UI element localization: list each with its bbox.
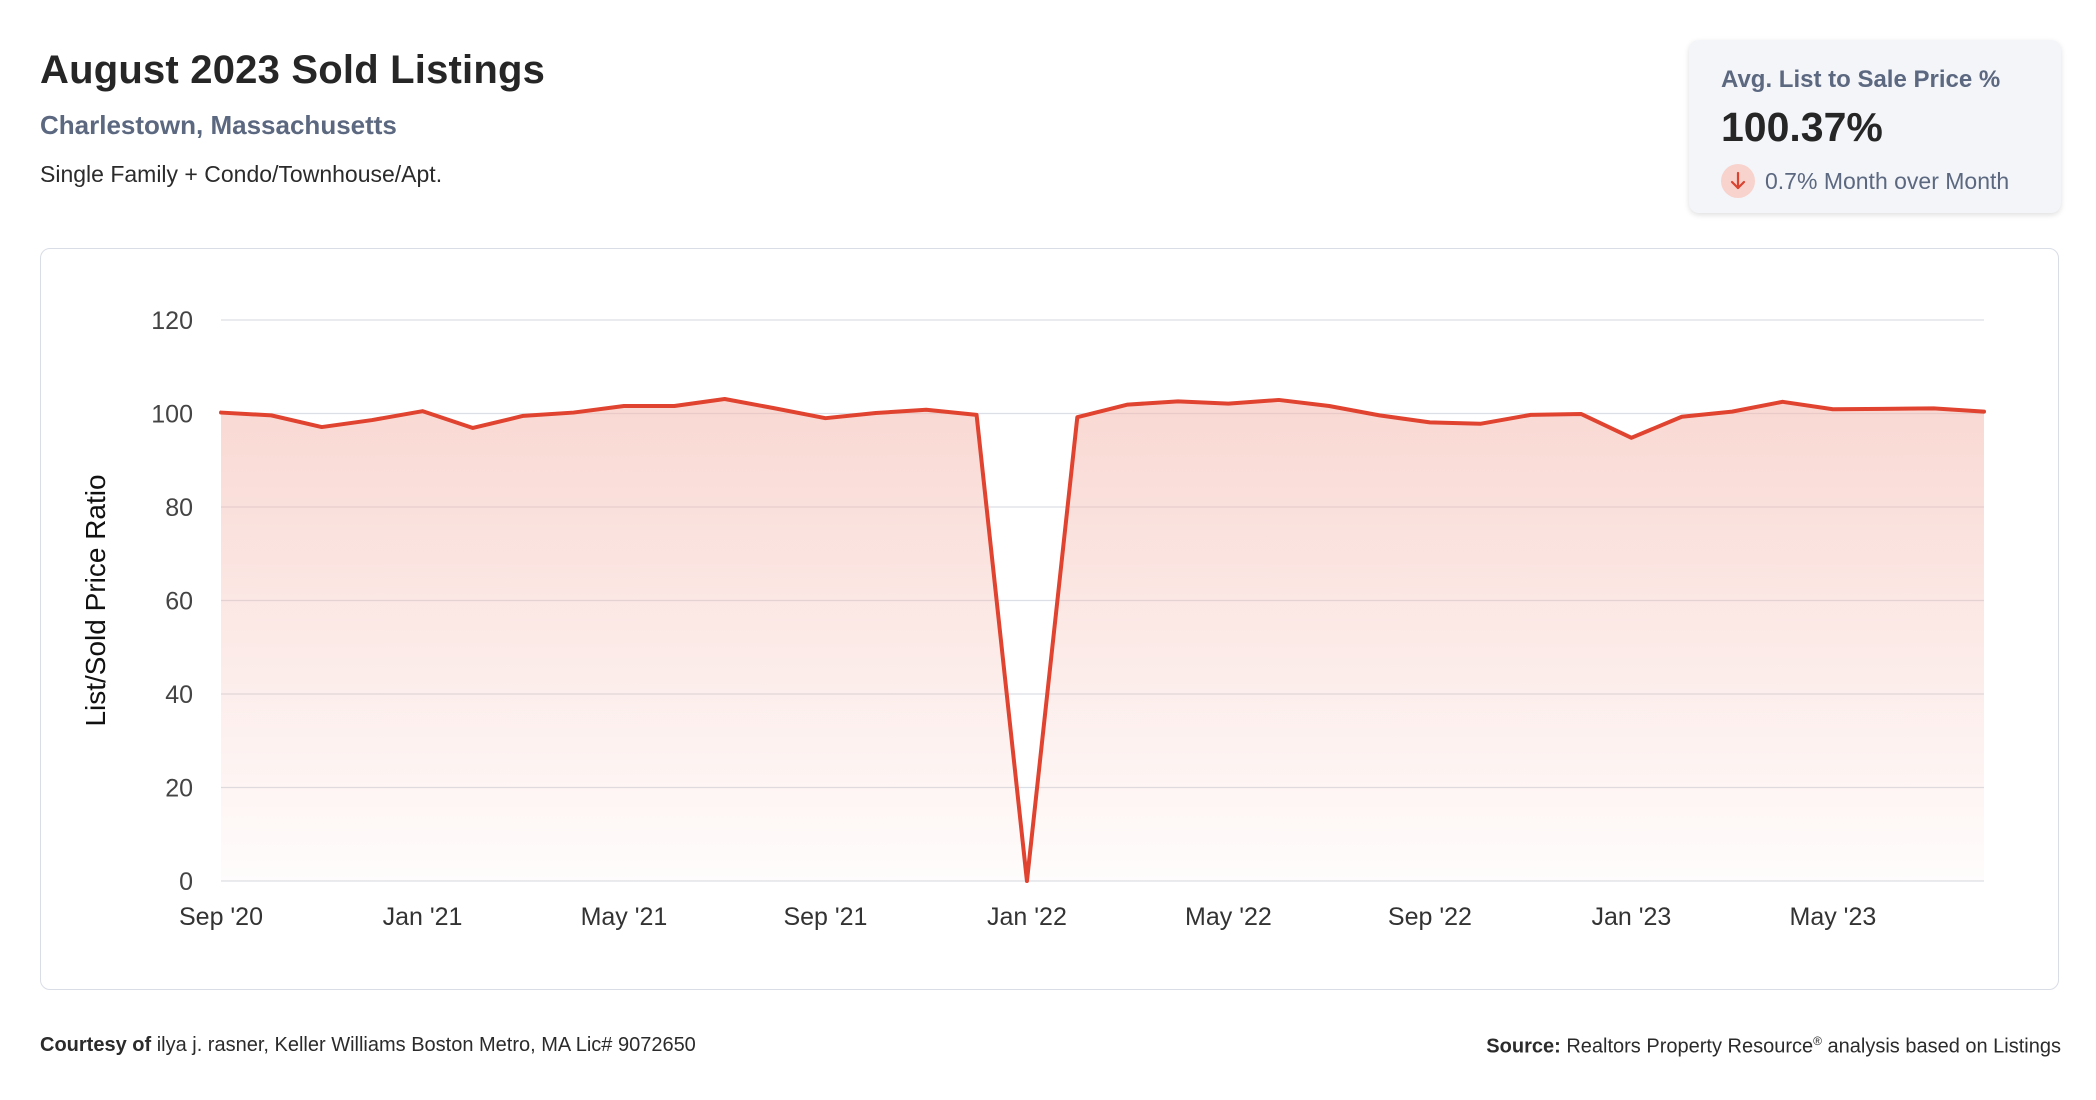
data-point (1933, 407, 1935, 409)
source-footer: Source: Realtors Property Resource® anal… (1486, 1034, 2061, 1059)
chart-panel: 0 20 40 60 80 100 120 Sep '20 Jan '21 May '21 Sep … (40, 248, 2059, 990)
x-tick-label: Jan '23 (1591, 903, 1671, 931)
y-tick-label: 60 (165, 588, 193, 616)
stat-change-text: 0.7% Month over Month (1765, 167, 2010, 194)
data-point (875, 412, 877, 414)
y-tick-label: 20 (165, 775, 193, 803)
x-tick-label: Jan '22 (987, 903, 1067, 931)
courtesy-footer: Courtesy of ilya j. rasner, Keller Willi… (40, 1034, 696, 1057)
property-type-description: Single Family + Condo/Townhouse/Apt. (40, 161, 443, 187)
data-point (270, 414, 272, 416)
x-tick-label: May '22 (1185, 903, 1272, 931)
data-point (1681, 416, 1683, 418)
x-tick-label: Jan '21 (383, 903, 463, 931)
source-suffix: analysis based on Listings (1827, 1035, 2061, 1058)
x-tick-label: Sep '22 (1388, 903, 1472, 931)
data-point (1076, 416, 1078, 418)
data-point (1731, 411, 1733, 413)
courtesy-label: Courtesy of (40, 1034, 152, 1056)
list-sold-ratio-chart: 0 20 40 60 80 100 120 Sep '20 Jan '21 May '21 Sep … (80, 307, 1986, 931)
data-point (1227, 403, 1229, 405)
y-tick-label: 100 (151, 401, 193, 429)
data-point (673, 405, 675, 407)
data-point (1630, 437, 1632, 439)
data-point (1530, 414, 1532, 416)
x-tick-label: Sep '20 (179, 903, 263, 931)
data-point (522, 415, 524, 417)
x-tick-label: Sep '21 (783, 903, 867, 931)
stat-value: 100.37% (1721, 104, 1883, 150)
data-point (1580, 413, 1582, 415)
series-area-0 (221, 399, 1984, 881)
y-tick-label: 0 (179, 868, 193, 896)
data-point (1127, 404, 1129, 406)
data-point (1479, 423, 1481, 425)
data-point (472, 427, 474, 429)
y-axis-title: List/Sold Price Ratio (80, 474, 111, 726)
data-point (1983, 411, 1985, 413)
data-point (220, 412, 222, 414)
series-line-0 (219, 397, 1986, 883)
location-subtitle: Charlestown, Massachusetts (40, 110, 397, 140)
data-point (1177, 400, 1179, 402)
page-title: August 2023 Sold Listings (40, 48, 546, 92)
data-point (1379, 414, 1381, 416)
data-point (724, 398, 726, 400)
y-tick-label: 120 (151, 307, 193, 335)
data-point (1882, 408, 1884, 410)
data-point (1328, 405, 1330, 407)
data-point (1429, 421, 1431, 423)
courtesy-text: ilya j. rasner, Keller Williams Boston M… (156, 1034, 696, 1056)
source-label: Source: (1486, 1035, 1561, 1058)
data-point (623, 405, 625, 407)
data-point (321, 426, 323, 428)
registered-mark: ® (1813, 1034, 1822, 1048)
stat-change: 0.7% Month over Month (1721, 164, 2009, 198)
data-point (1782, 401, 1784, 403)
data-point (824, 417, 826, 419)
arrow-down-icon (1721, 164, 1755, 198)
y-tick-label: 80 (165, 494, 193, 522)
data-point (1278, 399, 1280, 401)
data-point (1026, 880, 1028, 882)
y-tick-label: 40 (165, 681, 193, 709)
data-point (573, 412, 575, 414)
x-tick-label: May '23 (1790, 903, 1877, 931)
stat-label: Avg. List to Sale Price % (1721, 66, 2001, 93)
data-point (774, 407, 776, 409)
avg-list-to-sale-card: Avg. List to Sale Price % 100.37% 0.7% M… (1689, 40, 2061, 213)
data-point (421, 410, 423, 412)
x-tick-label: May '21 (581, 903, 668, 931)
data-point (371, 419, 373, 421)
data-point (925, 409, 927, 411)
source-text: Realtors Property Resource (1566, 1035, 1814, 1058)
data-point (1832, 408, 1834, 410)
data-point (976, 414, 978, 416)
